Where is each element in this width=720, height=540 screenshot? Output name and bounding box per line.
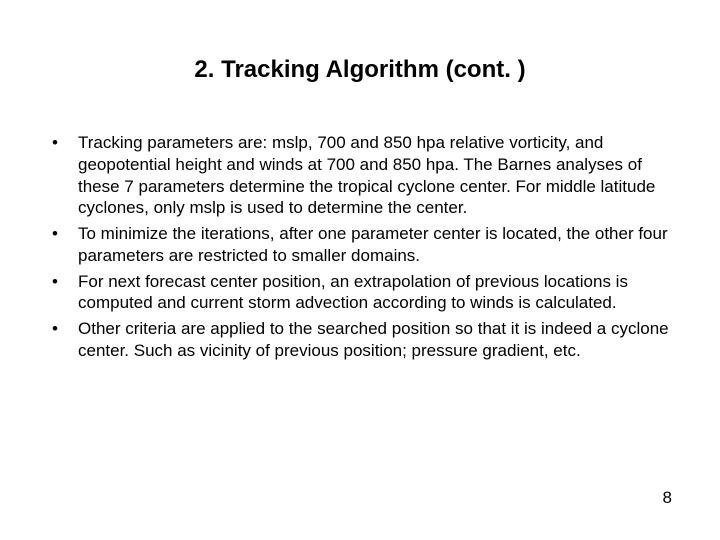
bullet-list: Tracking parameters are: mslp, 700 and 8… [46, 132, 674, 362]
list-item: To minimize the iterations, after one pa… [46, 223, 674, 267]
list-item: Tracking parameters are: mslp, 700 and 8… [46, 132, 674, 219]
list-item: For next forecast center position, an ex… [46, 271, 674, 315]
page-number: 8 [663, 488, 672, 508]
slide-title: 2. Tracking Algorithm (cont. ) [46, 56, 674, 84]
slide: 2. Tracking Algorithm (cont. ) Tracking … [0, 0, 720, 540]
list-item: Other criteria are applied to the search… [46, 318, 674, 362]
